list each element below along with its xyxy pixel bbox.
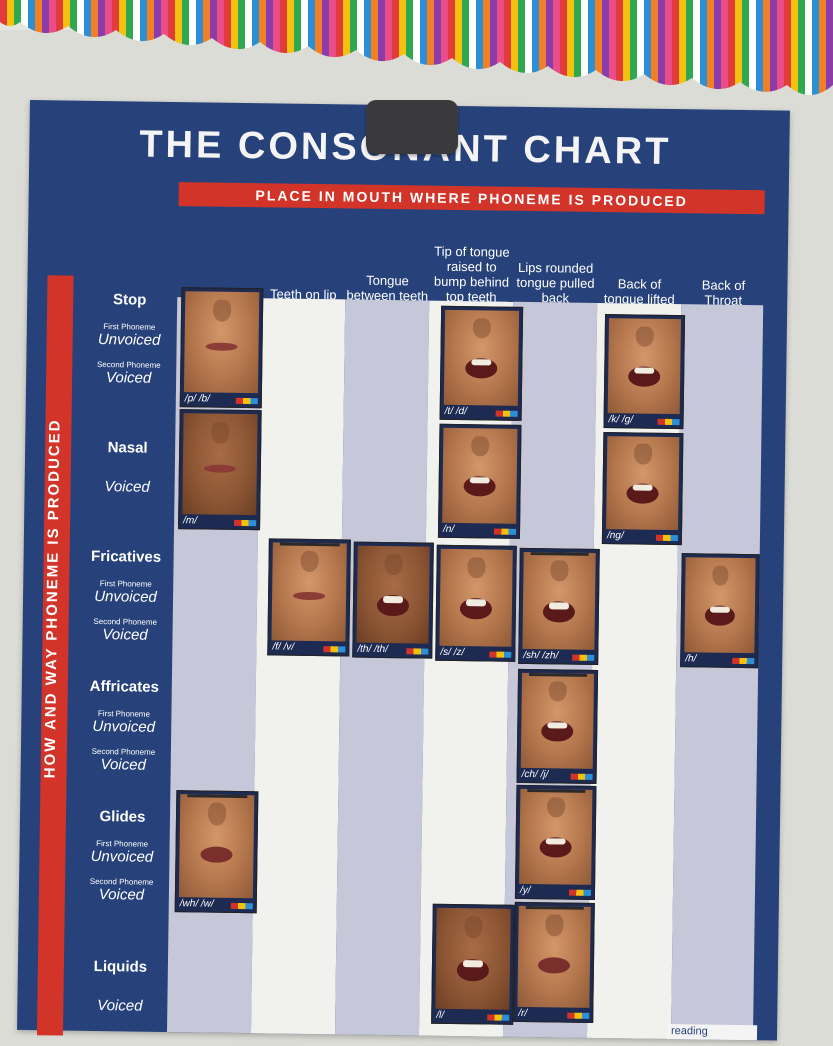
phoneme-label-s-z: /s/ /z/ [440, 646, 465, 659]
column-header-tongue-between-teeth: Tongue between teeth [346, 272, 429, 304]
column-header-teeth-on-lip: Teeth on lip [269, 286, 337, 303]
phoneme-label-sh-zh: /sh/ /zh/ [523, 649, 559, 662]
publisher-logo: reading [666, 1023, 758, 1041]
mouth-photo-wh-w [178, 794, 255, 899]
photo-card-ng: /ng/ [601, 432, 684, 546]
fricatives-second-voice: Voiced [102, 626, 148, 644]
mouth-photo-p-b [183, 291, 260, 394]
mouth-photo-sh-zh [522, 551, 596, 650]
row-name-affricates: Affricates [89, 677, 160, 696]
row-label-nasal: Nasal Voiced [79, 439, 175, 496]
row-name-fricatives: Fricatives [90, 547, 162, 566]
mouth-photo-r [517, 905, 591, 1008]
consonant-chart-poster: THE CONSONANT CHART PLACE IN MOUTH WHERE… [17, 100, 790, 1041]
photo-card-h: /h/ [680, 553, 760, 669]
photo-card-t-d: /t/ /d/ [439, 305, 524, 421]
phoneme-label-h: /h/ [685, 653, 697, 665]
phoneme-label-m: /m/ [183, 515, 198, 527]
photo-card-s-z: /s/ /z/ [435, 544, 517, 662]
mouth-photo-t-d [443, 309, 520, 406]
photo-card-th-th: /th/ /th/ [352, 541, 434, 659]
photo-card-p-b: /p/ /b/ [179, 287, 264, 409]
phoneme-label-l: /l/ [436, 1009, 445, 1021]
photo-card-k-g: /k/ /g/ [603, 314, 686, 430]
grid-column-2 [250, 298, 346, 1035]
row-label-affricates: Affricates First Phoneme Unvoiced Second… [76, 678, 172, 774]
phoneme-label-wh-w: /wh/ /w/ [179, 898, 214, 910]
phoneme-label-ch-j: /ch/ /j/ [521, 768, 549, 781]
photo-card-y: /y/ [514, 784, 597, 900]
photo-card-r: /r/ [513, 901, 595, 1023]
row-name-liquids: Liquids [93, 957, 148, 976]
phoneme-label-y: /y/ [519, 884, 531, 897]
column-header-back-of-tongue: Back of tongue lifted [603, 276, 675, 308]
glides-second-voice: Voiced [98, 886, 145, 904]
affricates-second-voice: Voiced [100, 756, 146, 774]
photo-card-m: /m/ [178, 409, 262, 531]
phoneme-label-ng: /ng/ [606, 530, 624, 542]
mouth-photo-th-th [356, 545, 430, 644]
how-banner: HOW AND WAY PHONEME IS PRODUCED [36, 275, 74, 1036]
phoneme-label-th-th: /th/ /th/ [357, 643, 389, 656]
mouth-photo-m [182, 413, 258, 516]
row-name-stop: Stop [112, 291, 147, 309]
row-name-nasal: Nasal [107, 439, 148, 457]
phoneme-label-t-d: /t/ /d/ [444, 405, 468, 418]
liquids-voice: Voiced [97, 997, 143, 1015]
column-header-lips-rounded: Lips rounded tongue pulled back [516, 259, 595, 306]
stop-second-voice: Voiced [105, 369, 152, 387]
photo-card-ch-j: /ch/ /j/ [516, 668, 599, 784]
glides-first-voice: Unvoiced [90, 847, 154, 866]
stop-first-voice: Unvoiced [97, 330, 161, 349]
row-label-fricatives: Fricatives First Phoneme Unvoiced Second… [77, 548, 173, 644]
bulletin-border-trim [0, 0, 833, 95]
photo-card-sh-zh: /sh/ /zh/ [518, 547, 600, 665]
grid-column-7 [670, 304, 764, 1041]
mouth-photo-f-v [271, 542, 347, 642]
photo-card-l: /l/ [431, 903, 515, 1025]
row-label-stop: Stop First Phoneme Unvoiced Second Phone… [81, 291, 177, 387]
photo-card-f-v: /f/ /v/ [267, 538, 351, 657]
place-banner: PLACE IN MOUTH WHERE PHONEME IS PRODUCED [178, 182, 765, 215]
nasal-voice: Voiced [104, 478, 150, 496]
phoneme-label-p-b: /p/ /b/ [184, 393, 210, 405]
row-label-liquids: Liquids Voiced [72, 958, 168, 1015]
mouth-photo-h [684, 557, 756, 654]
mouth-photo-l [435, 907, 511, 1010]
fricatives-first-voice: Unvoiced [94, 587, 157, 606]
column-header-back-of-throat: Back of Throat [701, 277, 746, 308]
mouth-photo-n [442, 427, 518, 524]
phoneme-label-r: /r/ [518, 1007, 528, 1020]
mouth-photo-ch-j [520, 672, 595, 769]
mouth-photo-ng [606, 436, 680, 531]
how-banner-text: HOW AND WAY PHONEME IS PRODUCED [41, 418, 64, 779]
phoneme-label-k-g: /k/ /g/ [608, 414, 634, 426]
photo-card-n: /n/ [437, 423, 522, 539]
mouth-photo-k-g [607, 318, 682, 415]
magnet-holder [366, 100, 458, 154]
photo-card-wh-w: /wh/ /w/ [174, 790, 259, 914]
column-header-tip-of-tongue: Tip of tongue raised to bump behind top … [433, 243, 510, 305]
mouth-photo-y [519, 788, 593, 885]
grid-column-3 [334, 299, 430, 1036]
mouth-photo-s-z [439, 548, 513, 647]
phoneme-label-f-v: /f/ /v/ [272, 641, 295, 653]
affricates-first-voice: Unvoiced [92, 717, 156, 736]
row-label-glides: Glides First Phoneme Unvoiced Second Pho… [74, 808, 170, 904]
phoneme-label-n: /n/ [442, 523, 455, 535]
row-name-glides: Glides [99, 808, 146, 826]
